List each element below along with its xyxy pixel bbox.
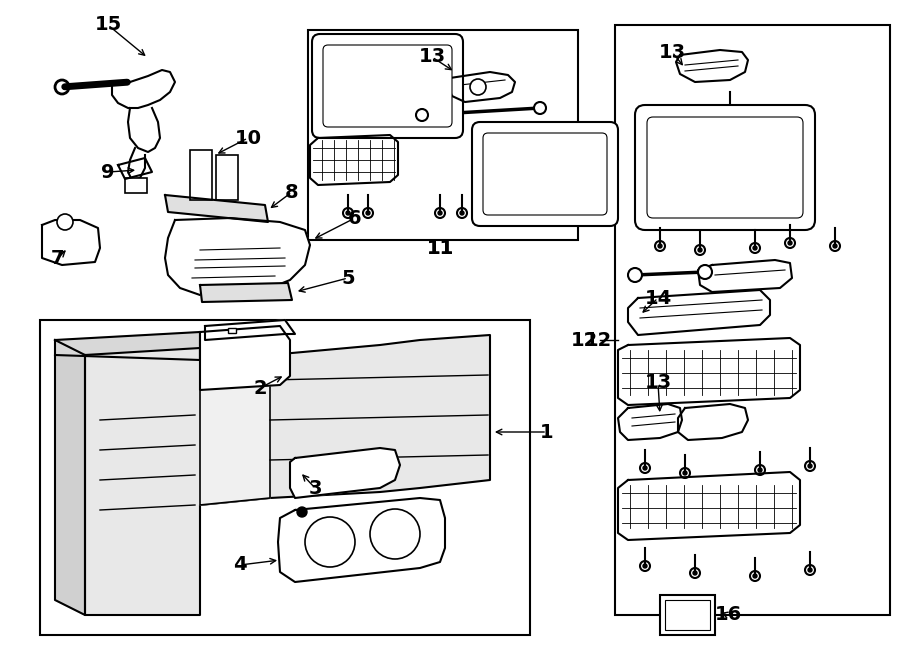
- Circle shape: [460, 211, 464, 215]
- Bar: [308, 30, 578, 240]
- Circle shape: [643, 564, 647, 568]
- Polygon shape: [165, 195, 268, 222]
- Circle shape: [758, 468, 762, 472]
- Polygon shape: [128, 108, 160, 152]
- Bar: [615, 25, 890, 615]
- Polygon shape: [278, 498, 445, 582]
- Text: 10: 10: [235, 128, 262, 147]
- Text: 5: 5: [341, 268, 355, 288]
- Circle shape: [808, 464, 812, 468]
- Circle shape: [297, 507, 307, 517]
- Bar: [40, 320, 530, 635]
- Circle shape: [808, 568, 812, 572]
- Polygon shape: [55, 332, 200, 360]
- Circle shape: [57, 214, 73, 230]
- Polygon shape: [618, 404, 682, 440]
- Text: 14: 14: [644, 288, 671, 307]
- Text: 15: 15: [94, 15, 122, 34]
- FancyBboxPatch shape: [472, 122, 618, 226]
- Polygon shape: [618, 472, 800, 540]
- Text: 4: 4: [233, 555, 247, 574]
- FancyBboxPatch shape: [635, 105, 815, 230]
- Circle shape: [643, 466, 647, 470]
- Polygon shape: [618, 338, 800, 405]
- Circle shape: [753, 574, 757, 578]
- Text: 9: 9: [101, 163, 115, 182]
- Circle shape: [698, 265, 712, 279]
- Circle shape: [416, 109, 428, 121]
- Text: 13: 13: [659, 42, 686, 61]
- Polygon shape: [112, 70, 175, 108]
- Text: 7: 7: [51, 249, 65, 268]
- Polygon shape: [200, 360, 270, 505]
- Bar: [660, 595, 715, 635]
- Circle shape: [346, 211, 350, 215]
- Polygon shape: [200, 326, 290, 390]
- Polygon shape: [310, 135, 398, 185]
- Polygon shape: [128, 148, 145, 180]
- FancyArrowPatch shape: [65, 82, 127, 87]
- FancyBboxPatch shape: [483, 133, 607, 215]
- Polygon shape: [85, 335, 490, 615]
- FancyBboxPatch shape: [323, 45, 452, 127]
- Circle shape: [470, 79, 486, 95]
- Bar: [216, 155, 238, 200]
- Polygon shape: [165, 218, 310, 295]
- Circle shape: [683, 471, 687, 475]
- Text: 12: 12: [584, 330, 612, 350]
- Circle shape: [693, 571, 697, 575]
- Text: 6: 6: [348, 208, 362, 227]
- Polygon shape: [205, 320, 295, 340]
- Circle shape: [728, 110, 732, 114]
- Circle shape: [753, 246, 757, 250]
- Text: 12: 12: [571, 330, 598, 350]
- Bar: [228, 328, 236, 333]
- Bar: [190, 150, 212, 200]
- Circle shape: [698, 248, 702, 252]
- Polygon shape: [200, 283, 292, 302]
- Circle shape: [628, 268, 642, 282]
- Polygon shape: [628, 290, 770, 335]
- Polygon shape: [676, 50, 748, 82]
- Text: 13: 13: [644, 373, 671, 393]
- Circle shape: [438, 211, 442, 215]
- Bar: [125, 178, 147, 193]
- Polygon shape: [698, 260, 792, 292]
- Text: 8: 8: [285, 182, 299, 202]
- Circle shape: [788, 241, 792, 245]
- Circle shape: [534, 102, 546, 114]
- Circle shape: [658, 244, 662, 248]
- Text: 13: 13: [418, 48, 446, 67]
- Polygon shape: [678, 404, 748, 440]
- FancyBboxPatch shape: [647, 117, 803, 218]
- Circle shape: [833, 244, 837, 248]
- Polygon shape: [448, 72, 515, 102]
- Text: 16: 16: [715, 605, 742, 625]
- Polygon shape: [42, 220, 100, 265]
- Polygon shape: [290, 448, 400, 498]
- Circle shape: [366, 211, 370, 215]
- Text: 1: 1: [540, 422, 554, 442]
- Polygon shape: [118, 158, 152, 179]
- Text: 11: 11: [427, 239, 454, 258]
- Polygon shape: [55, 340, 85, 615]
- Text: 3: 3: [308, 479, 322, 498]
- Bar: [665, 600, 710, 630]
- Text: 2: 2: [253, 379, 266, 397]
- Text: 11: 11: [427, 239, 454, 258]
- FancyBboxPatch shape: [312, 34, 463, 138]
